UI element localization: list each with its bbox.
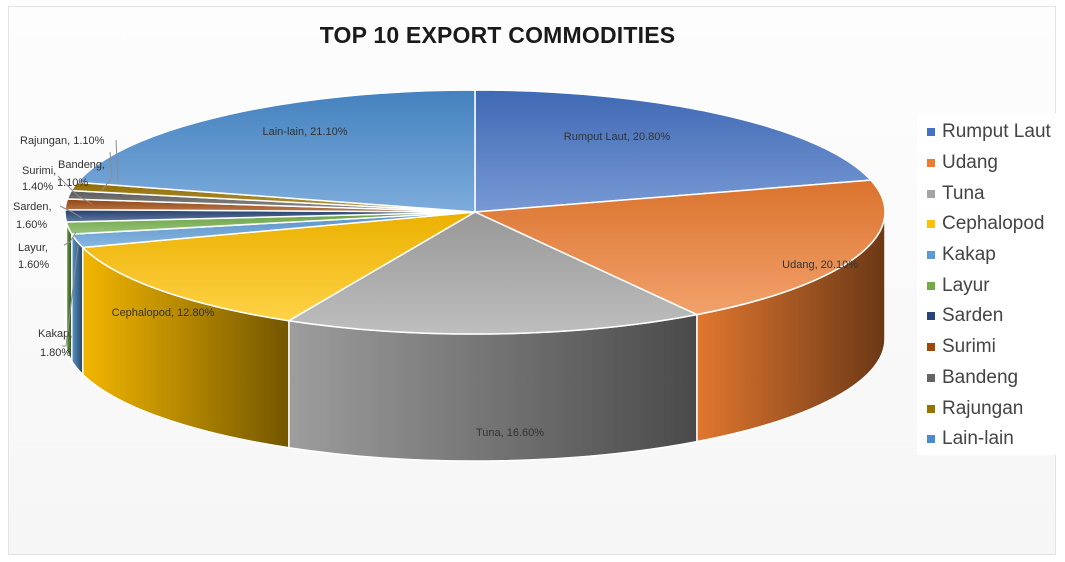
legend-swatch [927, 159, 935, 168]
legend-label: Sarden [942, 305, 1004, 327]
pie-slice-udang [474, 179, 886, 316]
pie-slice-rumput-laut [474, 89, 872, 213]
legend-swatch [927, 312, 935, 321]
legend-item-udang: Udang [927, 148, 1064, 179]
leader-line [115, 139, 119, 183]
legend-swatch [927, 404, 935, 413]
data-label-bandeng: Bandeng, 1.10% [57, 159, 105, 189]
leader-line [57, 175, 93, 205]
pie-side-tuna [288, 313, 698, 462]
legend-swatch [927, 251, 935, 260]
legend-item-layur: Layur [927, 270, 1064, 301]
legend-label: Surimi [942, 336, 996, 358]
data-label-kakap: Kakap, 1.80% [38, 328, 72, 359]
legend-label: Rumput Laut [942, 121, 1051, 143]
legend-swatch [927, 343, 935, 352]
chart-legend: Rumput Laut Udang Tuna Cephalopod Kakap Layur… [917, 113, 1064, 455]
data-label-layur: Layur, 1.60% [18, 242, 49, 271]
legend-label: Layur [942, 274, 990, 296]
legend-swatch [927, 189, 935, 198]
leader-line [63, 231, 77, 246]
legend-label: Rajungan [942, 397, 1024, 419]
data-label-surimi: Surimi, 1.40% [22, 165, 56, 193]
legend-swatch [927, 435, 935, 444]
legend-swatch [927, 128, 935, 137]
pie-slice-lain-lain [76, 89, 476, 213]
data-label-sarden: Sarden, 1.60% [13, 201, 52, 231]
legend-swatch [927, 373, 935, 382]
legend-item-cephalopod: Cephalopod [927, 209, 1064, 240]
legend-label: Lain-lain [942, 428, 1014, 450]
pie-slice-tuna [288, 211, 698, 335]
legend-item-rumput-laut: Rumput Laut [927, 117, 1064, 148]
data-label-udang: Udang, 20.10% [782, 259, 858, 271]
data-label-rajungan: Rajungan, 1.10% [20, 135, 105, 147]
legend-label: Tuna [942, 182, 985, 204]
legend-item-rajungan: Rajungan [927, 393, 1064, 424]
data-label-rumput-laut: Rumput Laut, 20.80% [564, 131, 671, 143]
legend-item-lain-lain: Lain-lain [927, 424, 1064, 455]
data-label-tuna: Tuna, 16.60% [476, 427, 544, 439]
legend-swatch [927, 220, 935, 229]
data-label-lain-lain: Lain-lain, 21.10% [262, 126, 347, 138]
legend-label: Kakap [942, 244, 996, 266]
legend-swatch [927, 281, 935, 290]
leader-line [59, 205, 83, 219]
legend-item-surimi: Surimi [927, 332, 1064, 363]
legend-item-tuna: Tuna [927, 178, 1064, 209]
data-label-cephalopod: Cephalopod, 12.80% [112, 307, 215, 319]
legend-label: Bandeng [942, 366, 1019, 388]
leader-line [62, 245, 79, 347]
legend-label: Cephalopod [942, 213, 1045, 235]
legend-label: Udang [942, 152, 998, 174]
legend-item-bandeng: Bandeng [927, 363, 1064, 394]
legend-item-kakap: Kakap [927, 240, 1064, 271]
chart-title: TOP 10 EXPORT COMMODITIES [319, 22, 676, 48]
legend-item-sarden: Sarden [927, 301, 1064, 332]
leader-line [101, 151, 113, 191]
